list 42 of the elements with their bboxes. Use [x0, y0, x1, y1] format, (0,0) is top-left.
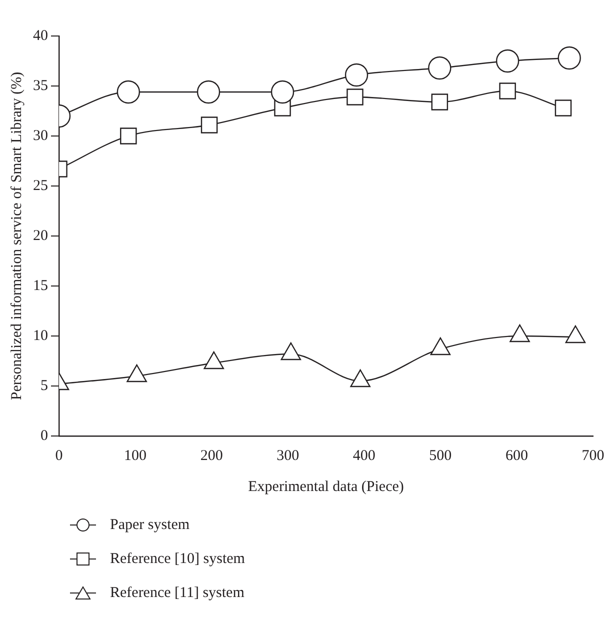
point — [280, 342, 302, 360]
point — [344, 63, 368, 87]
y-tick-label: 15 — [33, 278, 48, 294]
x-tick-label: 100 — [124, 448, 147, 464]
x-tick-label: 0 — [55, 448, 63, 464]
x-tick-label: 300 — [276, 448, 300, 464]
y-tick-label: 35 — [33, 78, 48, 94]
point — [126, 364, 147, 382]
legend-label: Reference [10] system — [110, 550, 245, 568]
point — [499, 82, 516, 100]
x-tick-label: 700 — [582, 448, 604, 464]
y-tick-label: 5 — [40, 378, 48, 394]
point — [120, 128, 137, 144]
legend-label: Paper system — [110, 516, 190, 534]
point — [200, 116, 218, 134]
y-tick-label: 25 — [33, 178, 48, 194]
y-axis-title: Personalized information service of Smart Library (%) — [8, 72, 25, 400]
point — [431, 94, 448, 110]
x-tick-label: 500 — [429, 448, 452, 464]
y-tick-label: 20 — [33, 228, 48, 244]
point — [430, 337, 451, 356]
point — [428, 56, 452, 80]
point — [350, 369, 370, 388]
legend-label: Reference [11] system — [110, 584, 244, 602]
x-tick-label: 600 — [505, 448, 528, 464]
x-tick-label: 200 — [200, 448, 223, 464]
x-axis-title: Experimental data (Piece) — [248, 478, 404, 495]
point — [196, 80, 220, 104]
point — [510, 324, 530, 342]
point — [270, 80, 294, 104]
point — [204, 351, 224, 370]
point — [116, 80, 140, 104]
point — [346, 88, 364, 106]
y-tick-label: 0 — [40, 428, 48, 444]
y-tick-label: 10 — [33, 328, 48, 344]
point — [558, 46, 581, 70]
point — [496, 49, 520, 73]
point — [565, 325, 586, 344]
y-tick-label: 30 — [33, 128, 48, 144]
y-tick-label: 40 — [33, 28, 48, 44]
x-tick-label: 400 — [352, 448, 376, 464]
point — [554, 100, 572, 116]
